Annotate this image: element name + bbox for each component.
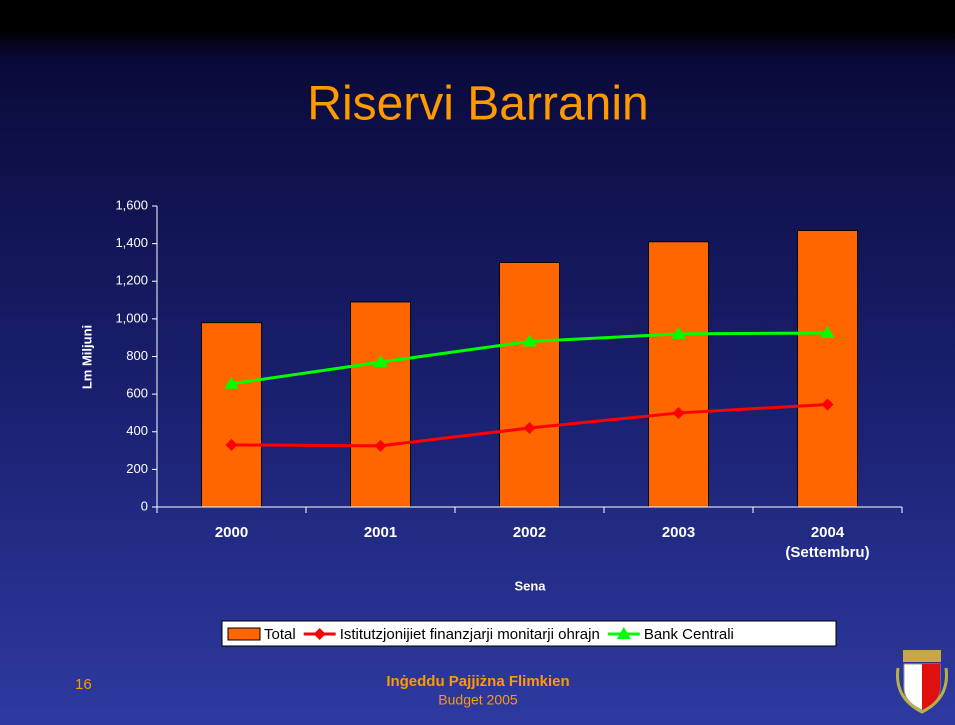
x-tick-label: 2000 [214, 524, 249, 541]
y-tick-label: 1,400 [115, 235, 148, 250]
legend-label: Total [264, 626, 296, 643]
point [523, 421, 536, 434]
point [225, 438, 238, 451]
y-axis-label: Lm Miljuni [79, 325, 94, 389]
x-tick-label: 2004 (Settembru) [785, 524, 870, 561]
point [224, 376, 239, 389]
legend-label: Bank Centrali [644, 626, 734, 643]
bar [499, 261, 560, 508]
legend-marker [616, 627, 631, 639]
point [820, 325, 835, 338]
y-tick-label: 0 [141, 498, 148, 513]
legend-swatch [227, 627, 261, 641]
y-tick-label: 1,200 [115, 273, 148, 288]
point [671, 326, 686, 339]
emblem [896, 650, 948, 714]
x-tick-label: 2002 [512, 524, 547, 541]
x-tick-label: 2001 [363, 524, 398, 541]
y-tick-label: 200 [126, 461, 148, 476]
legend-label: Istitutzjonijiet finanzjarji monitarji o… [340, 626, 600, 643]
y-tick-label: 400 [126, 423, 148, 438]
x-tick-label: 2003 [661, 524, 696, 541]
bar [201, 322, 262, 508]
legend-marker [313, 628, 326, 640]
y-tick-label: 1,000 [115, 310, 148, 325]
point [821, 398, 834, 411]
bar [797, 229, 858, 508]
footer-line1: Inġeddu Pajjiżna Flimkien [386, 673, 569, 690]
y-tick-label: 600 [126, 386, 148, 401]
point [522, 334, 537, 347]
chart-title: Riservi Barranin [307, 78, 648, 131]
y-tick-label: 800 [126, 348, 148, 363]
point [373, 355, 388, 368]
bar [648, 241, 709, 508]
footer-line2: Budget 2005 [438, 692, 518, 708]
page-number: 16 [75, 676, 92, 693]
point [374, 439, 387, 452]
bar [350, 301, 411, 508]
y-tick-label: 1,600 [115, 197, 148, 212]
x-axis-label: Sena [514, 578, 546, 593]
point [672, 406, 685, 419]
